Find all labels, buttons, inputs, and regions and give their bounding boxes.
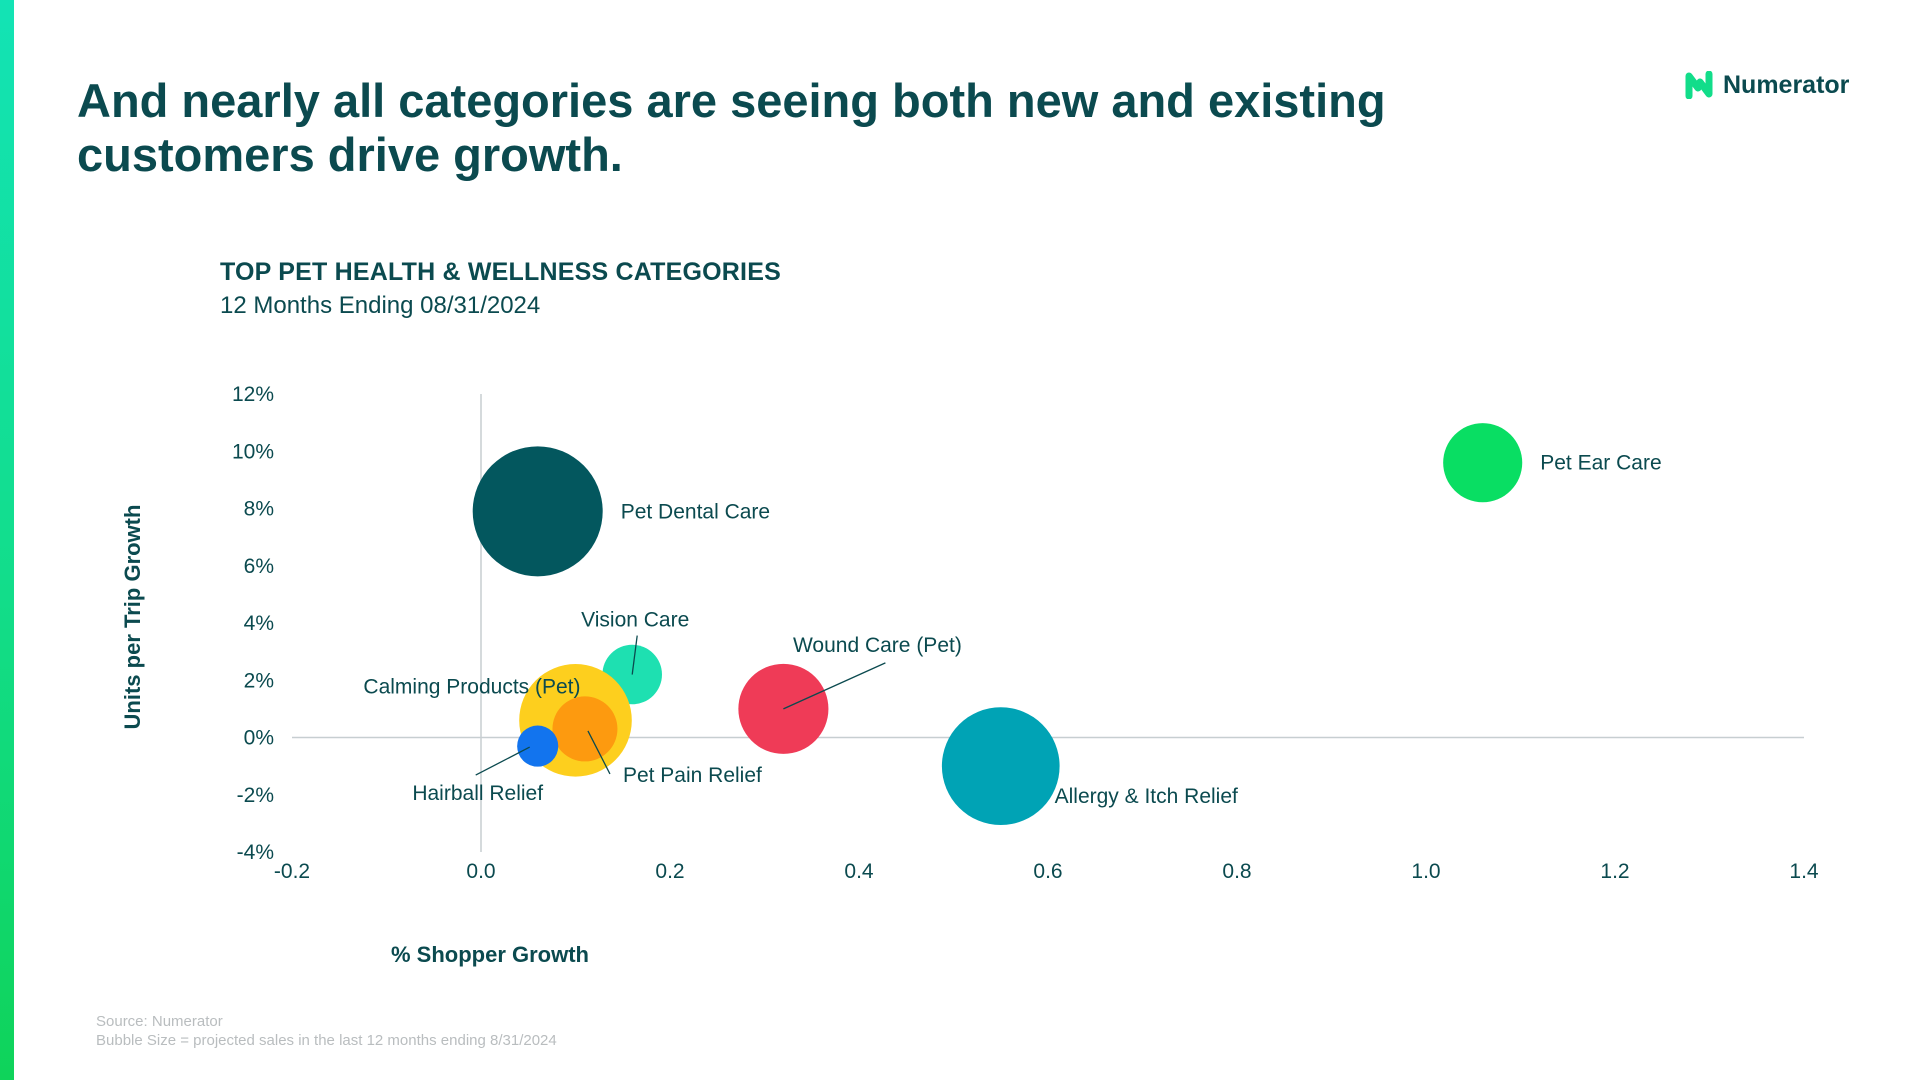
numerator-logo-icon (1685, 71, 1713, 99)
bubble-hairball-relief (517, 725, 559, 767)
x-tick-label: 0.6 (1033, 860, 1062, 883)
x-tick-label: 1.2 (1600, 860, 1629, 883)
bubble-pet-pain-relief (552, 696, 618, 762)
y-tick-label: -4% (237, 841, 274, 864)
bubble-label: Pet Pain Relief (623, 764, 762, 787)
bubble-pet-dental-care (472, 446, 603, 577)
bubble-label: Calming Products (Pet) (363, 675, 580, 698)
x-tick-label: 1.4 (1789, 860, 1819, 883)
y-tick-label: 12% (232, 383, 274, 406)
x-tick-label: 0.8 (1222, 860, 1251, 883)
x-axis-title: % Shopper Growth (391, 942, 589, 967)
bubble-label: Vision Care (581, 609, 689, 632)
bubble-label: Wound Care (Pet) (793, 634, 962, 657)
y-tick-label: 8% (244, 498, 274, 521)
y-tick-label: 0% (244, 727, 274, 750)
leader-line (475, 746, 530, 776)
leader-line (631, 635, 638, 675)
leader-line (783, 662, 886, 710)
bubble-label: Pet Dental Care (621, 500, 770, 523)
headline-line-2: customers drive growth. (77, 128, 623, 181)
y-tick-label: 6% (244, 555, 274, 578)
bubble-labels: Pet Dental Care Pet Ear Care Vision Care Wo… (363, 452, 1661, 808)
chart-subtitle: 12 Months Ending 08/31/2024 (220, 292, 541, 319)
bubble-allergy-itch-relief (941, 707, 1060, 825)
source-note: Source: Numerator (96, 1013, 223, 1030)
bubble-label: Pet Ear Care (1540, 452, 1661, 475)
bubble-label: Hairball Relief (412, 782, 543, 805)
y-tick-label: 2% (244, 669, 274, 692)
y-tick-label: 4% (244, 612, 274, 635)
numerator-logo: Numerator (1685, 68, 1849, 102)
bubble-size-note: Bubble Size = projected sales in the las… (96, 1032, 557, 1049)
x-tick-label: -0.2 (274, 860, 310, 883)
x-tick-label: 0.2 (655, 860, 684, 883)
brand-name: Numerator (1723, 70, 1850, 99)
bubble-label: Allergy & Itch Relief (1055, 785, 1238, 808)
x-tick-label: 1.0 (1411, 860, 1440, 883)
leader-lines (475, 635, 886, 776)
bubble-chart: 12% 10% 8% 6% 4% 2% 0% -2% -4%-0.2 0.0 0.2 0.4 0.6 0.… (120, 383, 1819, 967)
y-tick-label: 10% (232, 440, 274, 463)
headline-line-1: And nearly all categories are seeing bot… (77, 74, 1386, 127)
slide-headline: And nearly all categories are seeing bot… (77, 74, 1497, 182)
bubble-pet-ear-care (1443, 423, 1523, 503)
x-tick-label: 0.0 (466, 860, 495, 883)
y-tick-label: -2% (237, 784, 274, 807)
footer: Source: Numerator Bubble Size = projecte… (96, 1012, 557, 1050)
x-tick-label: 0.4 (844, 860, 874, 883)
y-axis-title: Units per Trip Growth (120, 505, 145, 730)
accent-bar (0, 0, 14, 1080)
leader-line (587, 730, 611, 775)
chart-title: TOP PET HEALTH & WELLNESS CATEGORIES (220, 258, 781, 286)
